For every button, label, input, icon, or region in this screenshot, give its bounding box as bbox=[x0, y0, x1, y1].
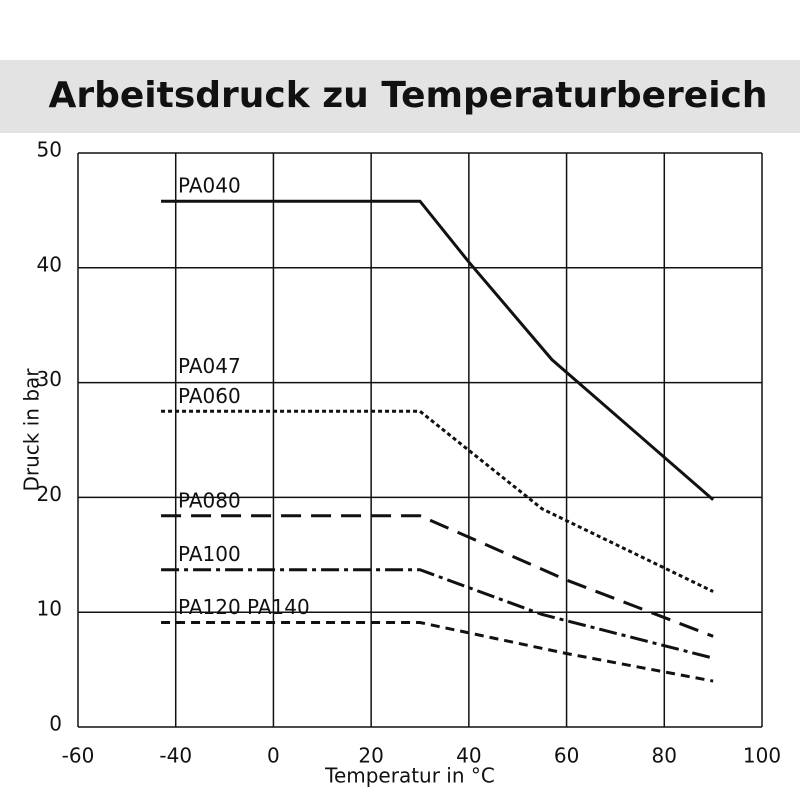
y-tick-label: 30 bbox=[37, 367, 62, 391]
title-banner bbox=[0, 60, 800, 133]
series-line bbox=[161, 409, 714, 593]
x-tick-label: -60 bbox=[62, 744, 95, 768]
series-label: PA060 bbox=[178, 384, 241, 408]
y-tick-label: 20 bbox=[37, 482, 62, 506]
y-tick-label: 0 bbox=[49, 712, 62, 736]
chart-title: Arbeitsdruck zu Temperaturbereich bbox=[48, 75, 767, 116]
x-tick-label: 100 bbox=[743, 744, 781, 768]
x-tick-label: 20 bbox=[358, 744, 383, 768]
series-label: PA080 bbox=[178, 488, 241, 512]
series-label: PA100 bbox=[178, 542, 241, 566]
series-label: PA047 bbox=[178, 354, 241, 378]
y-tick-label: 10 bbox=[37, 597, 62, 621]
y-axis-label: Druck in bar bbox=[20, 368, 44, 492]
series-line bbox=[161, 568, 714, 660]
x-tick-label: 40 bbox=[456, 744, 481, 768]
x-tick-label: -40 bbox=[159, 744, 192, 768]
y-tick-label: 40 bbox=[37, 252, 62, 276]
series-label: PA120 PA140 bbox=[178, 595, 310, 619]
series-line bbox=[161, 621, 714, 683]
y-tick-label: 50 bbox=[37, 138, 62, 162]
x-tick-label: 0 bbox=[267, 744, 280, 768]
series-label: PA040 bbox=[178, 174, 241, 198]
x-axis-label: Temperatur in °C bbox=[324, 764, 495, 788]
series-line bbox=[161, 514, 714, 638]
x-tick-label: 60 bbox=[554, 744, 579, 768]
series-line bbox=[161, 199, 715, 501]
x-tick-label: 80 bbox=[652, 744, 677, 768]
